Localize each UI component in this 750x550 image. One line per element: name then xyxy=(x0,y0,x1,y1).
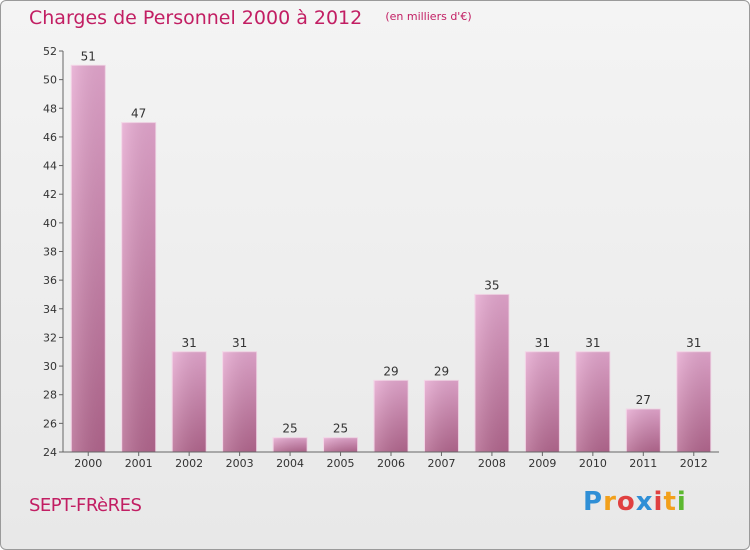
bar-shade-2002 xyxy=(172,351,207,452)
bar-shade-2006 xyxy=(374,380,408,452)
x-axis: 2000 2001 2002 2003 2004 2005 2006 2007 2008 2009… xyxy=(63,451,719,470)
x-tick-label: 2002 xyxy=(175,457,203,470)
y-tick-label: 36 xyxy=(43,274,57,287)
x-tick-label: 2000 xyxy=(74,457,102,470)
x-tick-label: 2010 xyxy=(579,457,607,470)
x-tick-label: 2004 xyxy=(276,457,304,470)
y-tick-label: 48 xyxy=(43,102,57,115)
bars: 51 47 31 31 25 25 29 29 35 31 31 27 31 xyxy=(70,49,712,453)
y-tick-label: 28 xyxy=(43,389,57,402)
value-label: 25 xyxy=(333,422,348,436)
logo-letter: i xyxy=(653,487,664,517)
value-label: 31 xyxy=(686,336,701,350)
value-label: 35 xyxy=(484,278,499,292)
bar-shade-2003 xyxy=(222,351,257,452)
bar-shade-2001 xyxy=(121,122,156,452)
bar-shade-2007 xyxy=(424,380,459,452)
x-tick-label: 2009 xyxy=(528,457,556,470)
x-tick-label: 2012 xyxy=(680,457,708,470)
value-label: 25 xyxy=(282,422,297,436)
y-tick-label: 50 xyxy=(43,74,57,87)
value-label: 29 xyxy=(434,364,449,378)
chart-subtitle: (en milliers d'€) xyxy=(385,10,472,23)
value-label: 31 xyxy=(182,336,197,350)
bar-shade-2008 xyxy=(474,294,509,452)
x-tick-label: 2011 xyxy=(629,457,657,470)
bar-shade-2012 xyxy=(676,351,711,452)
value-label: 29 xyxy=(383,364,398,378)
value-label: 31 xyxy=(232,336,247,350)
value-label: 31 xyxy=(585,336,600,350)
bar-shade-2005 xyxy=(323,437,358,452)
logo-letter: o xyxy=(616,487,636,517)
y-tick-label: 30 xyxy=(43,360,57,373)
value-label: 31 xyxy=(535,336,550,350)
proxiti-logo: Proxiti xyxy=(583,487,687,517)
y-tick-label: 52 xyxy=(43,45,57,58)
y-tick-label: 44 xyxy=(43,160,57,173)
chart-header: Charges de Personnel 2000 à 2012 (en mil… xyxy=(29,7,472,29)
value-label: 47 xyxy=(131,107,146,121)
y-tick-label: 46 xyxy=(43,131,57,144)
y-tick-label: 38 xyxy=(43,246,57,259)
bar-shade-2000 xyxy=(71,65,106,453)
bar-shade-2004 xyxy=(273,437,308,452)
x-tick-label: 2005 xyxy=(327,457,355,470)
y-tick-label: 40 xyxy=(43,217,57,230)
y-tick-label: 34 xyxy=(43,303,57,316)
y-tick-label: 42 xyxy=(43,188,57,201)
y-tick-label: 26 xyxy=(43,417,57,430)
y-axis: 24 26 28 30 32 34 36 38 40 42 44 46 48 50 52 xyxy=(43,45,64,459)
chart-title: Charges de Personnel 2000 à 2012 xyxy=(29,7,363,29)
logo-letter: i xyxy=(676,487,687,517)
value-label: 51 xyxy=(81,49,96,63)
logo-letter: t xyxy=(663,487,677,517)
y-tick-label: 32 xyxy=(43,331,57,344)
bar-shade-2011 xyxy=(626,409,661,452)
logo-letter: P xyxy=(583,487,604,517)
x-tick-label: 2003 xyxy=(226,457,254,470)
bar-shade-2010 xyxy=(575,351,610,452)
y-tick-label: 24 xyxy=(43,446,57,459)
x-tick-label: 2008 xyxy=(478,457,506,470)
logo-letter: r xyxy=(603,487,617,517)
bar-shade-2009 xyxy=(525,351,560,452)
x-tick-label: 2007 xyxy=(427,457,455,470)
logo-letter: x xyxy=(635,487,654,517)
value-label: 27 xyxy=(636,393,651,407)
x-tick-label: 2001 xyxy=(125,457,153,470)
x-tick-label: 2006 xyxy=(377,457,405,470)
commune-name: SEPT-FRèRES xyxy=(29,495,142,516)
